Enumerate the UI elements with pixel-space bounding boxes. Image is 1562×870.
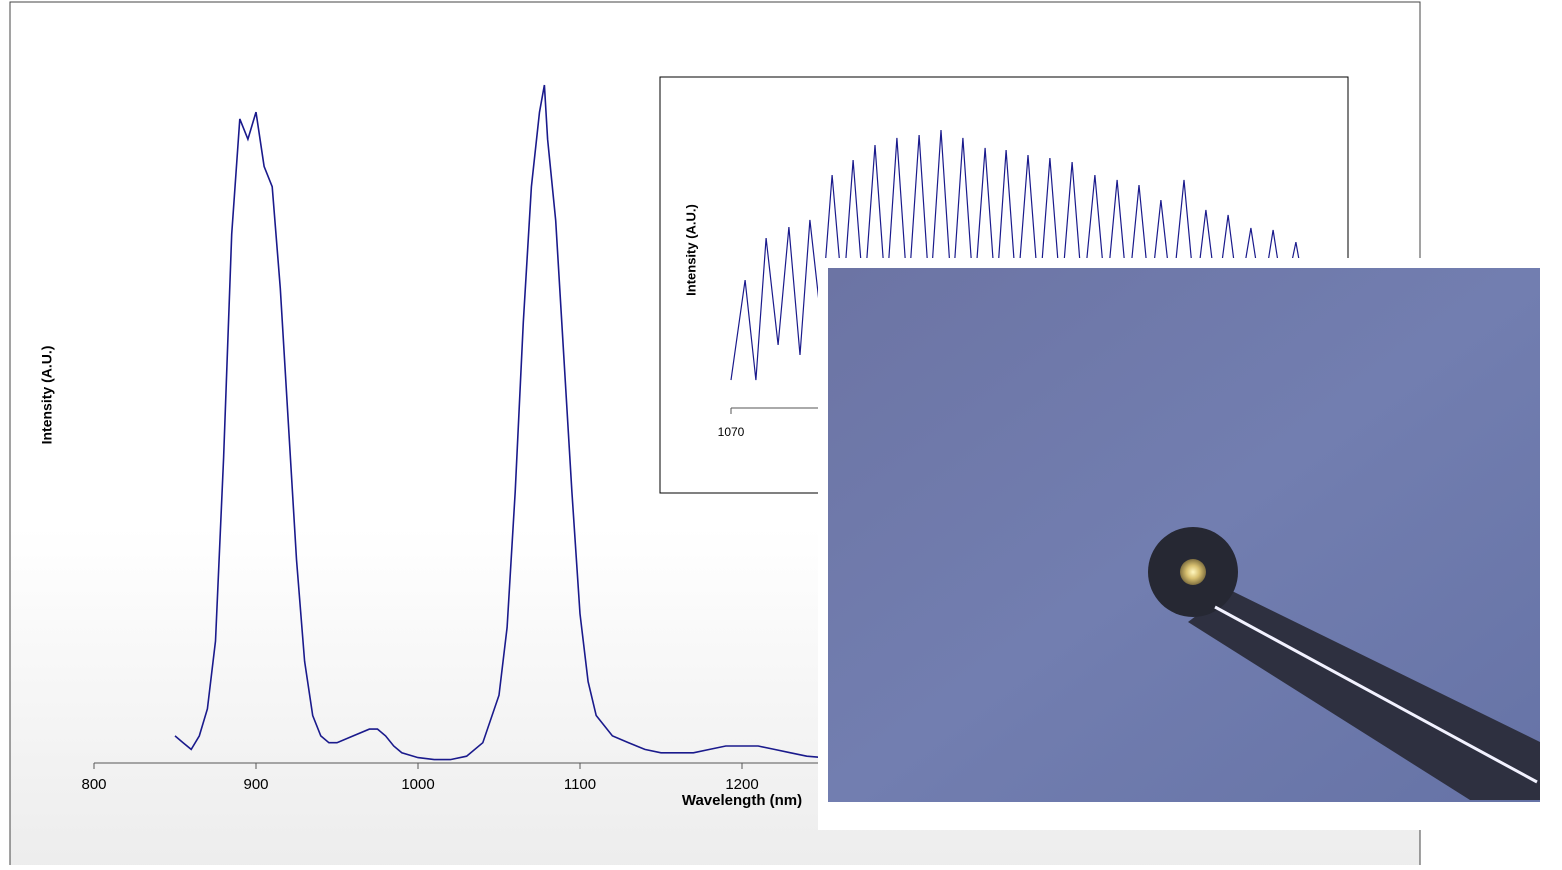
spectrum-line <box>174 84 840 761</box>
fiber <box>1214 605 1538 784</box>
y-axis-label: Intensity (A.U.) <box>39 346 55 445</box>
main-chart: Wavelength (nm) Intensity (A.U.) 800 900 1… <box>39 84 1390 809</box>
x-tick-label: 1000 <box>401 776 434 793</box>
x-tick-label: 1070 <box>718 425 745 439</box>
y-axis-label: Intensity (A.U.) <box>683 204 698 296</box>
x-axis-label: Wavelength (nm) <box>682 792 802 809</box>
x-tick-label: 900 <box>243 776 268 793</box>
x-tick-label: 800 <box>81 776 106 793</box>
x-tick-label: 1100 <box>564 776 596 793</box>
photo <box>818 258 1562 830</box>
fiber-core <box>1180 559 1206 585</box>
fiber-holder <box>1188 590 1540 800</box>
x-tick-label: 1200 <box>725 776 758 793</box>
